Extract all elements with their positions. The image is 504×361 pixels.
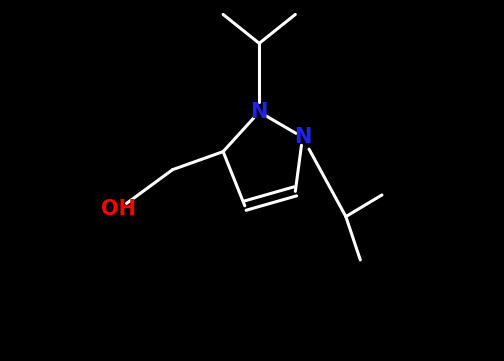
Text: N: N: [250, 102, 268, 122]
Text: N: N: [294, 127, 311, 147]
Text: OH: OH: [101, 199, 136, 219]
